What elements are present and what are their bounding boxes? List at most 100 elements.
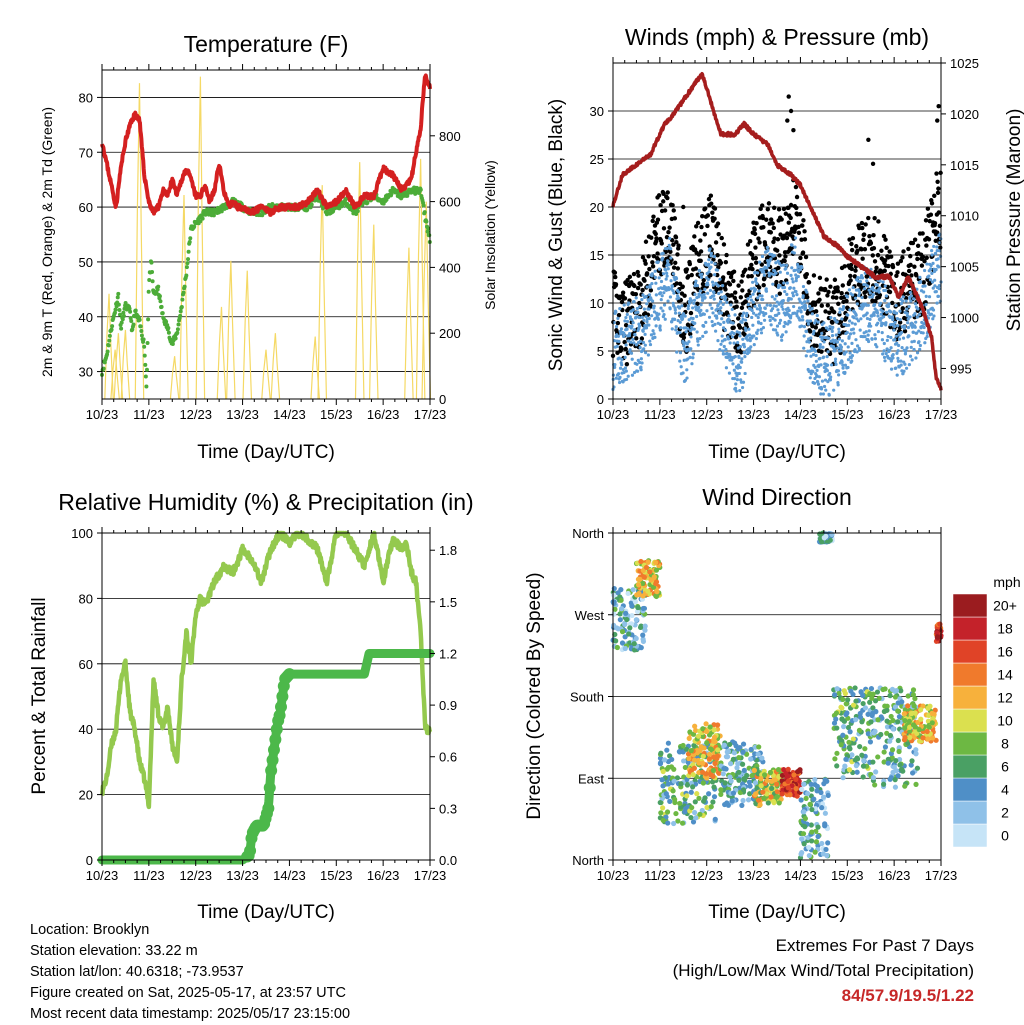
sonic-wind-point xyxy=(703,296,707,300)
sonic-wind-point xyxy=(898,309,902,313)
sonic-wind-point xyxy=(810,306,814,311)
gust-point xyxy=(804,294,810,300)
solar-insolation-peak xyxy=(169,356,180,400)
sonic-wind-point xyxy=(643,343,647,347)
sonic-wind-point xyxy=(627,301,631,306)
winds-xtick-label: 10/23 xyxy=(597,407,630,422)
gust-point xyxy=(665,190,670,195)
wind-direction-point xyxy=(700,769,706,775)
gust-point xyxy=(681,204,686,210)
sonic-wind-point xyxy=(644,294,648,299)
sonic-wind-point xyxy=(853,296,858,300)
sonic-wind-point xyxy=(680,316,685,321)
temp-xtick-label: 16/23 xyxy=(367,407,400,422)
sonic-wind-point xyxy=(689,299,694,303)
gust-point xyxy=(794,205,799,211)
created-text: Figure created on Sat, 2025-05-17, at 23… xyxy=(30,985,346,1001)
sonic-wind-point xyxy=(713,322,717,326)
gust-point xyxy=(850,236,856,241)
winds-xtick-label: 11/23 xyxy=(644,407,676,422)
sonic-wind-point xyxy=(641,340,646,345)
wind-direction-point xyxy=(720,771,726,777)
wind-direction-point xyxy=(755,797,762,803)
gust-point xyxy=(664,234,670,240)
wind-direction-point xyxy=(809,786,815,792)
sonic-wind-point xyxy=(723,328,728,332)
sonic-wind-point xyxy=(625,312,629,317)
gust-point xyxy=(700,213,705,219)
sonic-wind-point xyxy=(737,355,741,360)
colorbar-label: 6 xyxy=(1001,759,1009,775)
sonic-wind-point xyxy=(927,295,932,299)
sonic-wind-point xyxy=(753,304,757,308)
sonic-wind-point xyxy=(707,270,711,274)
gust-point xyxy=(666,230,671,235)
sonic-wind-point xyxy=(913,302,918,306)
wind-direction-point xyxy=(617,617,623,623)
sonic-wind-point xyxy=(932,244,936,249)
wind-direction-point xyxy=(844,710,850,716)
wind-direction-point xyxy=(771,777,777,783)
relative-humidity-line xyxy=(99,530,433,810)
sonic-wind-point xyxy=(855,302,859,306)
gust-point xyxy=(743,267,748,272)
gust-point xyxy=(915,243,921,248)
sonic-wind-point xyxy=(631,337,635,341)
wind-direction-point xyxy=(735,761,741,767)
sonic-wind-point xyxy=(698,289,702,293)
sonic-wind-point xyxy=(630,357,634,361)
winds-xtick-label: 15/23 xyxy=(831,407,864,422)
dewpoint-point xyxy=(106,343,111,348)
gust-point xyxy=(727,282,733,287)
sonic-wind-point xyxy=(931,317,935,321)
dewpoint-point xyxy=(182,284,187,289)
wind-direction-point xyxy=(913,781,919,787)
sonic-wind-point xyxy=(636,310,640,314)
gust-point xyxy=(615,320,621,326)
gust-point xyxy=(854,244,859,249)
wind-direction-point xyxy=(751,767,757,774)
sonic-wind-point xyxy=(772,253,777,258)
sonic-wind-point xyxy=(905,307,909,311)
gust-point xyxy=(761,225,766,230)
gust-point xyxy=(756,285,762,290)
sonic-wind-point xyxy=(925,334,929,339)
dewpoint-point xyxy=(309,202,314,207)
wind-direction-point xyxy=(803,795,809,801)
wind-direction-point xyxy=(610,592,617,598)
gust-point xyxy=(734,304,739,309)
sonic-wind-point xyxy=(791,294,796,298)
sonic-wind-point xyxy=(637,324,642,328)
wind-direction-point xyxy=(701,745,707,751)
wind-direction-point xyxy=(760,789,766,795)
gust-point xyxy=(786,220,792,225)
wind-direction-point xyxy=(688,814,694,821)
sonic-wind-point xyxy=(738,345,743,349)
temp-ytick-label: 40 xyxy=(79,310,93,325)
dewpoint-point xyxy=(166,330,171,335)
sonic-wind-point xyxy=(860,295,864,300)
sonic-wind-point xyxy=(835,320,839,324)
sonic-wind-point xyxy=(691,316,695,321)
wind-direction-point xyxy=(902,734,908,741)
dewpoint-point xyxy=(110,324,115,329)
sonic-wind-point xyxy=(638,339,643,343)
gust-point xyxy=(802,237,808,242)
sonic-wind-point xyxy=(652,332,656,336)
sonic-wind-point xyxy=(722,344,726,349)
wind-direction-point xyxy=(890,717,896,724)
sonic-wind-point xyxy=(846,345,850,349)
sonic-wind-point xyxy=(781,263,786,267)
sonic-wind-point xyxy=(765,245,769,250)
sonic-wind-point xyxy=(658,291,663,295)
sonic-wind-point xyxy=(679,365,683,369)
sonic-wind-point xyxy=(900,346,904,350)
gust-point xyxy=(861,237,866,242)
sonic-wind-point xyxy=(666,299,670,303)
gust-point xyxy=(925,206,931,211)
dewpoint-point xyxy=(192,224,197,229)
winds-ylabel-right: Station Pressure (Maroon) xyxy=(1004,109,1024,332)
dir-xlabel: Time (Day/UTC) xyxy=(708,902,846,923)
wind-direction-point xyxy=(740,741,747,747)
wind-direction-point xyxy=(892,688,898,694)
